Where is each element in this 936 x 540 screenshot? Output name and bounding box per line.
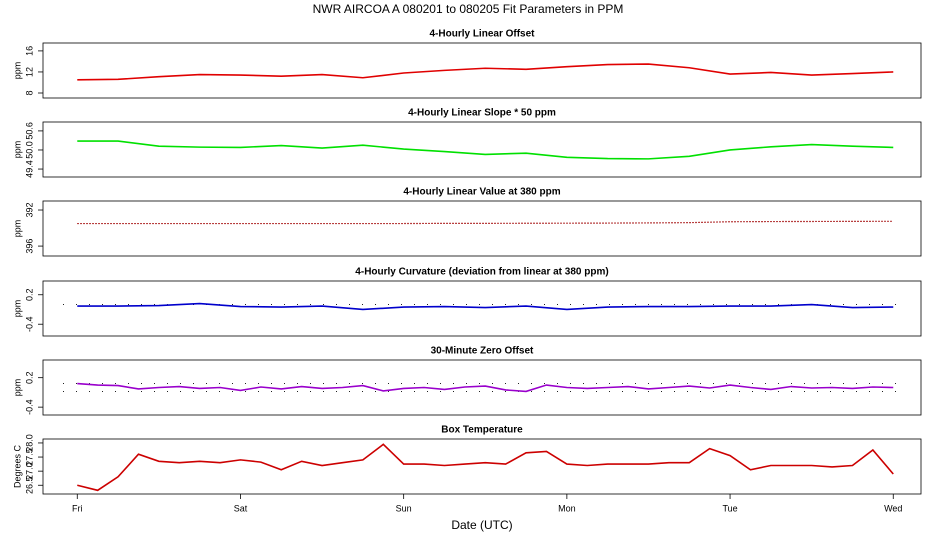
data-line <box>77 140 894 160</box>
data-line <box>77 443 894 492</box>
y-tick-label: 0.2 <box>24 371 34 384</box>
y-tick-label: 12 <box>24 67 34 77</box>
x-tick-label: Tue <box>722 503 737 513</box>
x-tick-label: Sat <box>234 503 248 513</box>
panel-title: 4-Hourly Linear Value at 380 ppm <box>403 187 560 198</box>
panel-title: 4-Hourly Linear Offset <box>429 29 535 40</box>
y-tick-label: 27.5 <box>24 448 34 466</box>
y-tick-label: 50.0 <box>24 141 34 159</box>
page-title: NWR AIRCOA A 080201 to 080205 Fit Parame… <box>313 2 624 16</box>
plot-frame <box>42 280 922 337</box>
y-tick-label: -0.4 <box>24 399 34 415</box>
x-axis-label: Date (UTC) <box>451 518 512 532</box>
plot-frame <box>42 438 922 495</box>
y-tick-label: 0.2 <box>24 288 34 301</box>
y-tick-label: 26.5 <box>24 476 34 494</box>
y-axis-label: ppm <box>12 300 22 318</box>
panel-title: 4-Hourly Curvature (deviation from linea… <box>355 267 608 278</box>
panel-title: 30-Minute Zero Offset <box>431 346 534 357</box>
y-axis-label: ppm <box>12 220 22 238</box>
y-axis-label: ppm <box>12 62 22 80</box>
panel-title: 4-Hourly Linear Slope * 50 ppm <box>408 108 556 119</box>
data-line <box>77 220 894 225</box>
y-tick-label: 396 <box>24 239 34 254</box>
plot-frame <box>42 42 922 99</box>
y-tick-label: 50.6 <box>24 122 34 140</box>
data-line <box>77 382 894 393</box>
plot-frame <box>42 200 922 257</box>
x-tick-label: Fri <box>72 503 83 513</box>
y-axis-label: Degrees C <box>12 444 22 488</box>
x-tick-label: Wed <box>884 503 902 513</box>
y-tick-label: 49.4 <box>24 160 34 178</box>
plot-frame <box>42 359 922 416</box>
y-tick-label: 8 <box>24 90 34 95</box>
data-line <box>77 302 894 311</box>
x-tick-label: Mon <box>558 503 576 513</box>
y-tick-label: 16 <box>24 46 34 56</box>
y-axis-label: ppm <box>12 141 22 159</box>
plot-frame <box>42 121 922 178</box>
panel-title: Box Temperature <box>441 425 523 436</box>
y-tick-label: -0.4 <box>24 316 34 332</box>
data-line <box>77 63 894 81</box>
y-tick-label: 27.0 <box>24 462 34 480</box>
y-tick-label: 28.0 <box>24 434 34 452</box>
x-tick-label: Sun <box>396 503 412 513</box>
y-axis-label: ppm <box>12 379 22 397</box>
y-tick-label: 392 <box>24 203 34 218</box>
